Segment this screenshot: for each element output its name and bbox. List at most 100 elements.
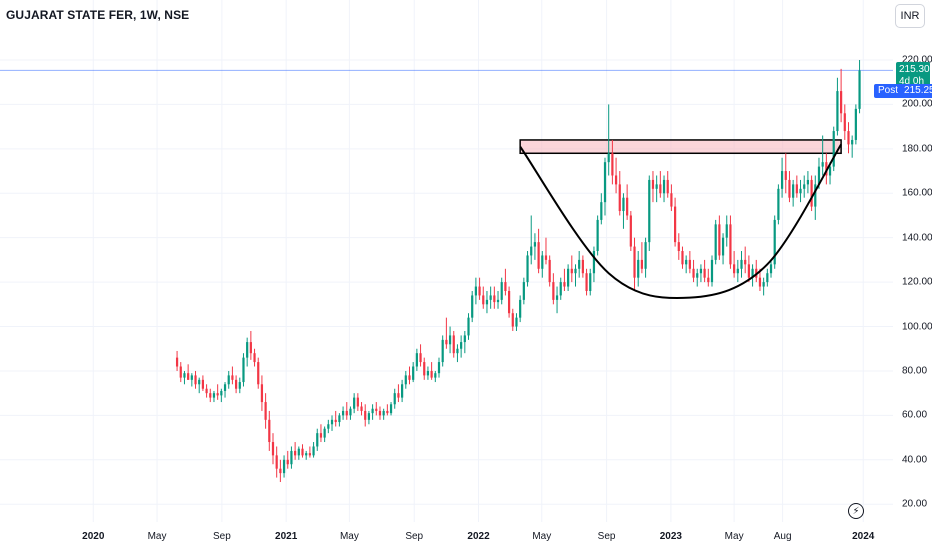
candle-body (430, 370, 433, 378)
candle-body (305, 453, 308, 456)
candle-body (231, 375, 234, 380)
candle-body (279, 468, 282, 474)
candle-body (353, 397, 356, 409)
candle-body (751, 268, 754, 278)
candle-body (522, 282, 525, 300)
candle-body (673, 206, 677, 243)
candle-body (485, 299, 489, 305)
last-price-value: 215.30 (899, 64, 930, 76)
candle-body (828, 166, 832, 176)
candle-body (659, 184, 662, 194)
resistance-zone (519, 139, 842, 155)
candle-body (367, 413, 371, 420)
candle-body (681, 251, 684, 265)
candle-body (810, 179, 813, 207)
candle-body (426, 370, 430, 376)
candle-body (629, 215, 632, 247)
lightning-icon[interactable]: ⚡︎ (848, 503, 864, 519)
candle-body (644, 242, 647, 269)
candle-body (596, 219, 599, 252)
candle-body (519, 299, 522, 318)
candle-body (703, 268, 706, 278)
candle-body (803, 184, 806, 189)
time-tick-label: May (532, 531, 552, 542)
candle-body (441, 339, 444, 363)
time-tick-label: Sep (212, 531, 231, 542)
candle-body (474, 286, 477, 296)
candle-body (530, 246, 533, 256)
resistance-zone-layer (519, 139, 842, 155)
candle-body (493, 295, 496, 303)
candle-body (448, 335, 452, 345)
candle-body (788, 179, 791, 198)
candle-body (821, 162, 824, 167)
candle-body (334, 419, 337, 423)
time-tick-label: May (724, 531, 744, 542)
candle-body (312, 446, 315, 456)
candle-body (847, 131, 850, 145)
candle-body (677, 242, 680, 252)
post-label: Post (878, 85, 899, 96)
price-tick-label: 120.00 (902, 276, 932, 288)
time-tick-label: Aug (773, 531, 792, 542)
candle-body (784, 171, 787, 180)
candle-body (371, 408, 374, 414)
candle-body (423, 362, 426, 376)
candle-body (220, 390, 223, 396)
candle-body (710, 259, 714, 283)
candle-body (489, 295, 492, 300)
candle-body (744, 259, 747, 265)
candle-body (817, 166, 821, 185)
candle-body (618, 184, 621, 212)
candle-body (386, 410, 389, 414)
candle-body (349, 408, 352, 416)
candle-body (511, 313, 514, 327)
candle-body (533, 242, 537, 247)
price-tick-label: 100.00 (902, 321, 932, 333)
grid-lines (0, 0, 893, 522)
candle-body (585, 273, 588, 291)
candle-body (434, 373, 437, 378)
candle-body (408, 375, 411, 380)
candle-body (275, 455, 278, 469)
candle-body (463, 335, 466, 343)
candle-body (622, 197, 625, 212)
candle-body (637, 259, 640, 278)
time-tick-label: May (339, 531, 359, 542)
price-tick-label: 220.00 (902, 54, 932, 66)
candle-body (780, 171, 784, 189)
candle-body (548, 259, 551, 283)
candle-body (570, 268, 573, 274)
candle-body (360, 406, 363, 411)
candle-body (419, 353, 422, 363)
candle-body (858, 70, 861, 109)
candle-body (271, 442, 275, 456)
candle-body (205, 388, 208, 394)
candle-body (187, 373, 190, 380)
candle-body (397, 393, 400, 398)
price-tick-label: 40.00 (902, 454, 928, 466)
candle-body (412, 366, 415, 380)
candle-body (286, 459, 289, 465)
candle-body (721, 237, 725, 256)
candle-body (238, 382, 241, 389)
candle-body (308, 453, 311, 456)
candle-body (227, 375, 230, 385)
candle-body (327, 424, 330, 429)
candle-body (655, 184, 658, 189)
candle-body (500, 282, 503, 300)
candle-body (666, 179, 669, 194)
candle-body (452, 335, 455, 354)
time-tick-label: 2024 (852, 531, 875, 542)
candle-body (257, 362, 260, 385)
candle-body (404, 375, 407, 385)
candle-body (581, 259, 584, 274)
time-tick-label: 2020 (82, 531, 105, 542)
post-market-tag: Post 215.25 (874, 84, 932, 98)
currency-button[interactable]: INR (895, 4, 925, 28)
candle-body (640, 259, 644, 269)
price-tick-label: 180.00 (902, 143, 932, 155)
candle-body (378, 410, 382, 416)
candle-body (614, 175, 618, 185)
